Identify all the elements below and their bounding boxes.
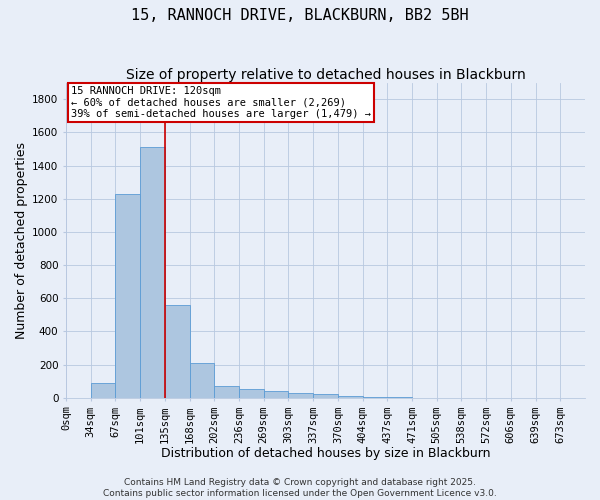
Bar [165,305,190,398]
Text: 15, RANNOCH DRIVE, BLACKBURN, BB2 5BH: 15, RANNOCH DRIVE, BLACKBURN, BB2 5BH [131,8,469,22]
Bar [264,391,289,398]
Text: Contains HM Land Registry data © Crown copyright and database right 2025.
Contai: Contains HM Land Registry data © Crown c… [103,478,497,498]
Bar [313,394,338,398]
X-axis label: Distribution of detached houses by size in Blackburn: Distribution of detached houses by size … [161,447,490,460]
Bar [91,383,115,398]
Title: Size of property relative to detached houses in Blackburn: Size of property relative to detached ho… [125,68,526,82]
Text: 15 RANNOCH DRIVE: 120sqm
← 60% of detached houses are smaller (2,269)
39% of sem: 15 RANNOCH DRIVE: 120sqm ← 60% of detach… [71,86,371,119]
Bar [190,363,214,398]
Y-axis label: Number of detached properties: Number of detached properties [15,142,28,338]
Bar [140,148,165,398]
Bar [214,386,239,398]
Bar [115,194,140,398]
Bar [289,392,313,398]
Bar [362,397,388,398]
Bar [338,396,362,398]
Bar [239,390,264,398]
